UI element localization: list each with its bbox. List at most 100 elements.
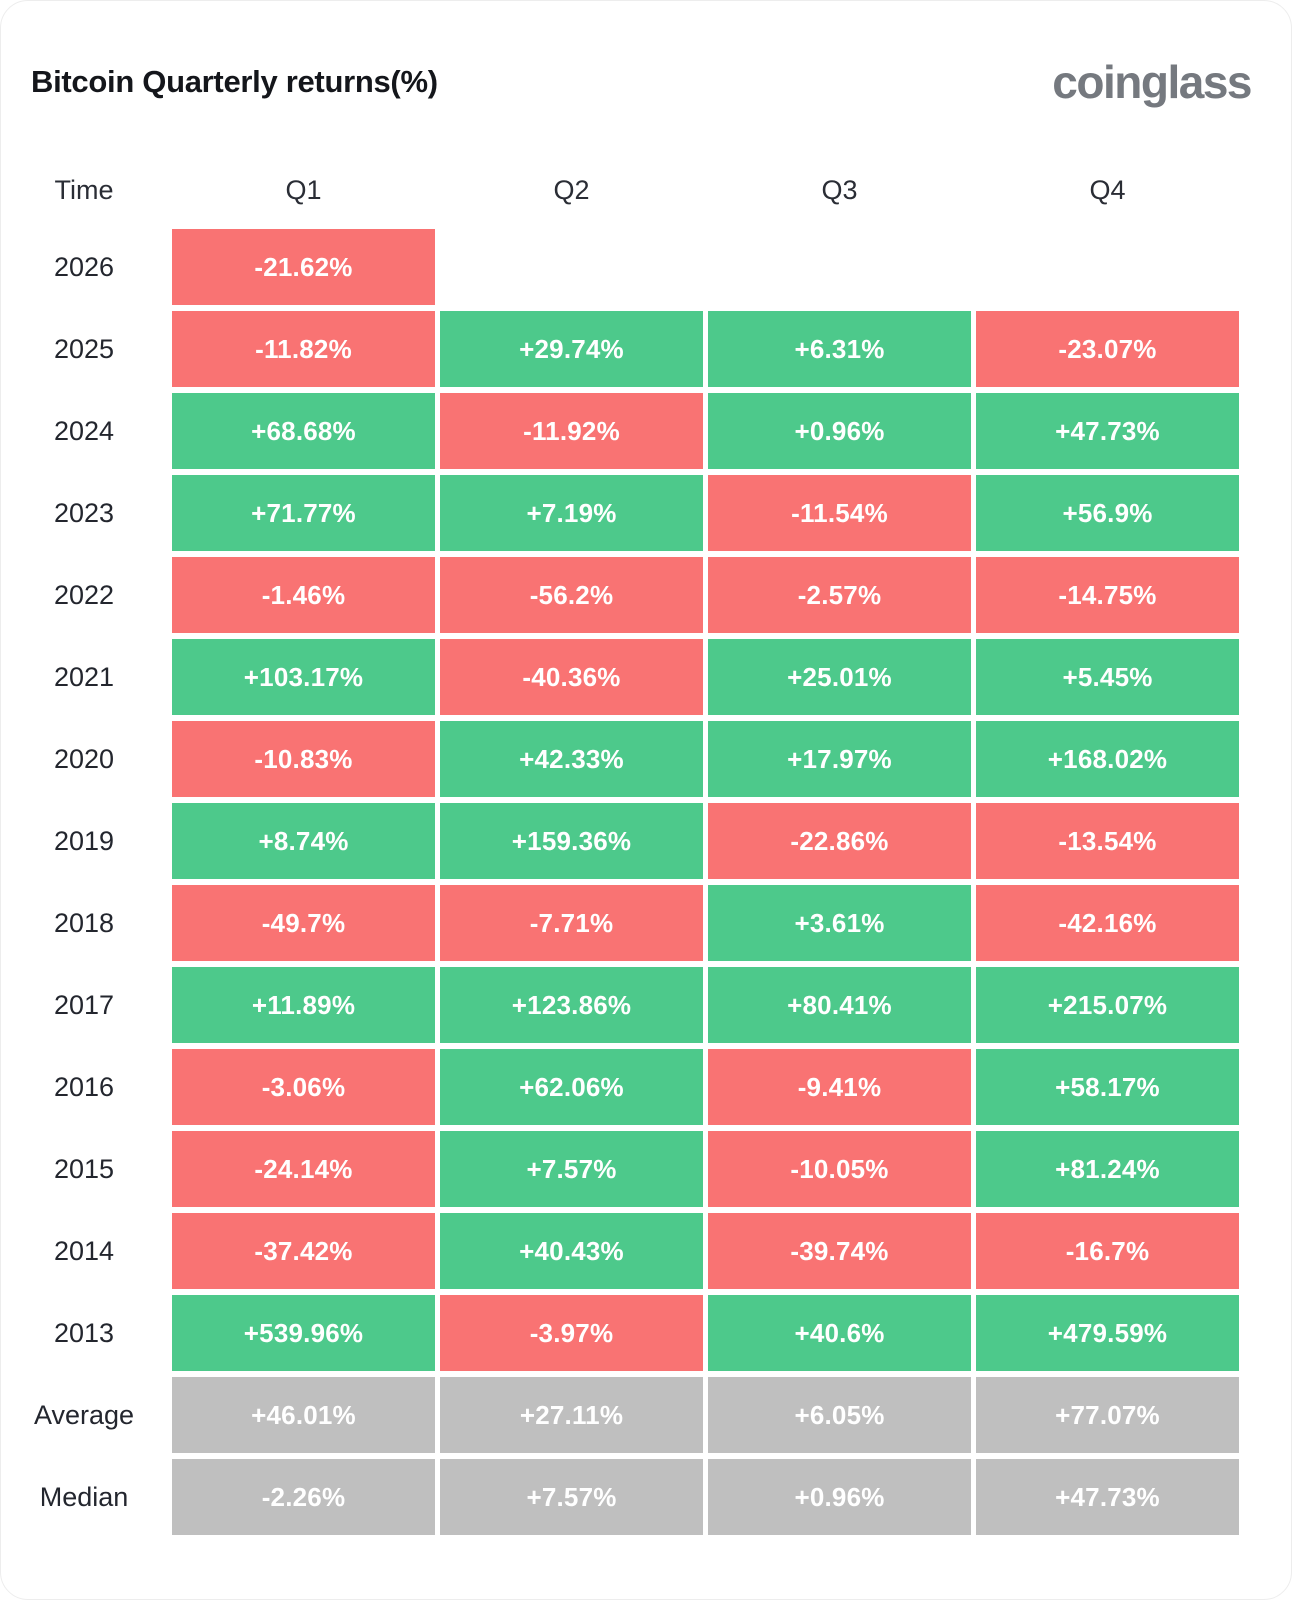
return-cell: -49.7% — [172, 885, 435, 961]
return-cell: +29.74% — [440, 311, 703, 387]
return-cell: +0.96% — [708, 393, 971, 469]
return-cell: +7.19% — [440, 475, 703, 551]
return-cell: +6.31% — [708, 311, 971, 387]
row-label: Median — [39, 1481, 129, 1512]
return-cell: -42.16% — [976, 885, 1239, 961]
table-row-2021: 2021 +103.17% -40.36% +25.01% +5.45% — [1, 639, 1239, 715]
table-row-2018: 2018 -49.7% -7.71% +3.61% -42.16% — [1, 885, 1239, 961]
return-cell: -10.83% — [172, 721, 435, 797]
return-cell: +539.96% — [172, 1295, 435, 1371]
return-cell: -21.62% — [172, 229, 435, 305]
page-title: Bitcoin Quarterly returns(%) — [31, 64, 438, 99]
return-cell: +5.45% — [976, 639, 1239, 715]
return-cell: -11.92% — [440, 393, 703, 469]
return-cell: +7.57% — [440, 1131, 703, 1207]
return-cell: -16.7% — [976, 1213, 1239, 1289]
return-cell: -10.05% — [708, 1131, 971, 1207]
row-label: 2020 — [53, 743, 115, 774]
table-body: 2026 -21.62% 2025 -11.82% +29.74% +6.31% -23.0… — [1, 229, 1239, 1535]
column-header-q3: Q3 — [821, 174, 858, 205]
return-cell: -3.97% — [440, 1295, 703, 1371]
return-cell: -1.46% — [172, 557, 435, 633]
return-cell: -39.74% — [708, 1213, 971, 1289]
table-row-2024: 2024 +68.68% -11.92% +0.96% +47.73% — [1, 393, 1239, 469]
return-cell: +40.6% — [708, 1295, 971, 1371]
return-cell: -22.86% — [708, 803, 971, 879]
return-cell: +17.97% — [708, 721, 971, 797]
row-label: 2015 — [53, 1153, 115, 1184]
return-cell: +80.41% — [708, 967, 971, 1043]
row-label: 2021 — [53, 661, 115, 692]
card-header: Bitcoin Quarterly returns(%) coinglass — [1, 1, 1291, 105]
empty-cell — [708, 229, 971, 305]
column-header-q4: Q4 — [1089, 174, 1126, 205]
row-label: 2013 — [53, 1317, 115, 1348]
empty-cell — [440, 229, 703, 305]
table-row-2016: 2016 -3.06% +62.06% -9.41% +58.17% — [1, 1049, 1239, 1125]
return-cell: +103.17% — [172, 639, 435, 715]
return-cell: +8.74% — [172, 803, 435, 879]
return-cell: -23.07% — [976, 311, 1239, 387]
return-cell: +71.77% — [172, 475, 435, 551]
row-label: 2018 — [53, 907, 115, 938]
return-cell: +215.07% — [976, 967, 1239, 1043]
table-row-2022: 2022 -1.46% -56.2% -2.57% -14.75% — [1, 557, 1239, 633]
return-cell: +6.05% — [708, 1377, 971, 1453]
quarterly-returns-table: Time Q1 Q2 Q3 Q4 2026 -21.62% 2025 -11.82% +29.7… — [1, 167, 1291, 1535]
return-cell: +479.59% — [976, 1295, 1239, 1371]
table-row-2025: 2025 -11.82% +29.74% +6.31% -23.07% — [1, 311, 1239, 387]
return-cell: -14.75% — [976, 557, 1239, 633]
table-row-2014: 2014 -37.42% +40.43% -39.74% -16.7% — [1, 1213, 1239, 1289]
row-label: 2024 — [53, 415, 115, 446]
table-row-2026: 2026 -21.62% — [1, 229, 1239, 305]
return-cell: +58.17% — [976, 1049, 1239, 1125]
row-label: Average — [33, 1399, 135, 1430]
return-cell: -11.54% — [708, 475, 971, 551]
return-cell: -7.71% — [440, 885, 703, 961]
row-label: 2023 — [53, 497, 115, 528]
return-cell: +68.68% — [172, 393, 435, 469]
table-row-2015: 2015 -24.14% +7.57% -10.05% +81.24% — [1, 1131, 1239, 1207]
return-cell: -56.2% — [440, 557, 703, 633]
return-cell: +56.9% — [976, 475, 1239, 551]
table-row-2020: 2020 -10.83% +42.33% +17.97% +168.02% — [1, 721, 1239, 797]
return-cell: -9.41% — [708, 1049, 971, 1125]
row-label: 2016 — [53, 1071, 115, 1102]
return-cell: +81.24% — [976, 1131, 1239, 1207]
row-label: 2025 — [53, 333, 115, 364]
return-cell: -2.57% — [708, 557, 971, 633]
return-cell: +62.06% — [440, 1049, 703, 1125]
return-cell: +159.36% — [440, 803, 703, 879]
table-row-average: Average +46.01% +27.11% +6.05% +77.07% — [1, 1377, 1239, 1453]
return-cell: +42.33% — [440, 721, 703, 797]
row-label: 2014 — [53, 1235, 115, 1266]
return-cell: -3.06% — [172, 1049, 435, 1125]
return-cell: +3.61% — [708, 885, 971, 961]
empty-cell — [976, 229, 1239, 305]
return-cell: +7.57% — [440, 1459, 703, 1535]
return-cell: +47.73% — [976, 1459, 1239, 1535]
table-header-row: Time Q1 Q2 Q3 Q4 — [1, 167, 1239, 213]
return-cell: +47.73% — [976, 393, 1239, 469]
return-cell: +40.43% — [440, 1213, 703, 1289]
return-cell: -11.82% — [172, 311, 435, 387]
return-cell: +123.86% — [440, 967, 703, 1043]
return-cell: -40.36% — [440, 639, 703, 715]
return-cell: +27.11% — [440, 1377, 703, 1453]
column-header-q2: Q2 — [553, 174, 590, 205]
return-cell: +46.01% — [172, 1377, 435, 1453]
return-cell: -13.54% — [976, 803, 1239, 879]
coinglass-logo[interactable]: coinglass — [1052, 56, 1252, 108]
row-label: 2026 — [53, 251, 115, 282]
table-row-2017: 2017 +11.89% +123.86% +80.41% +215.07% — [1, 967, 1239, 1043]
table-row-2023: 2023 +71.77% +7.19% -11.54% +56.9% — [1, 475, 1239, 551]
table-row-median: Median -2.26% +7.57% +0.96% +47.73% — [1, 1459, 1239, 1535]
return-cell: +25.01% — [708, 639, 971, 715]
return-cell: -24.14% — [172, 1131, 435, 1207]
return-cell: +168.02% — [976, 721, 1239, 797]
return-cell: +11.89% — [172, 967, 435, 1043]
column-header-q1: Q1 — [285, 174, 322, 205]
table-row-2013: 2013 +539.96% -3.97% +40.6% +479.59% — [1, 1295, 1239, 1371]
return-cell: -2.26% — [172, 1459, 435, 1535]
